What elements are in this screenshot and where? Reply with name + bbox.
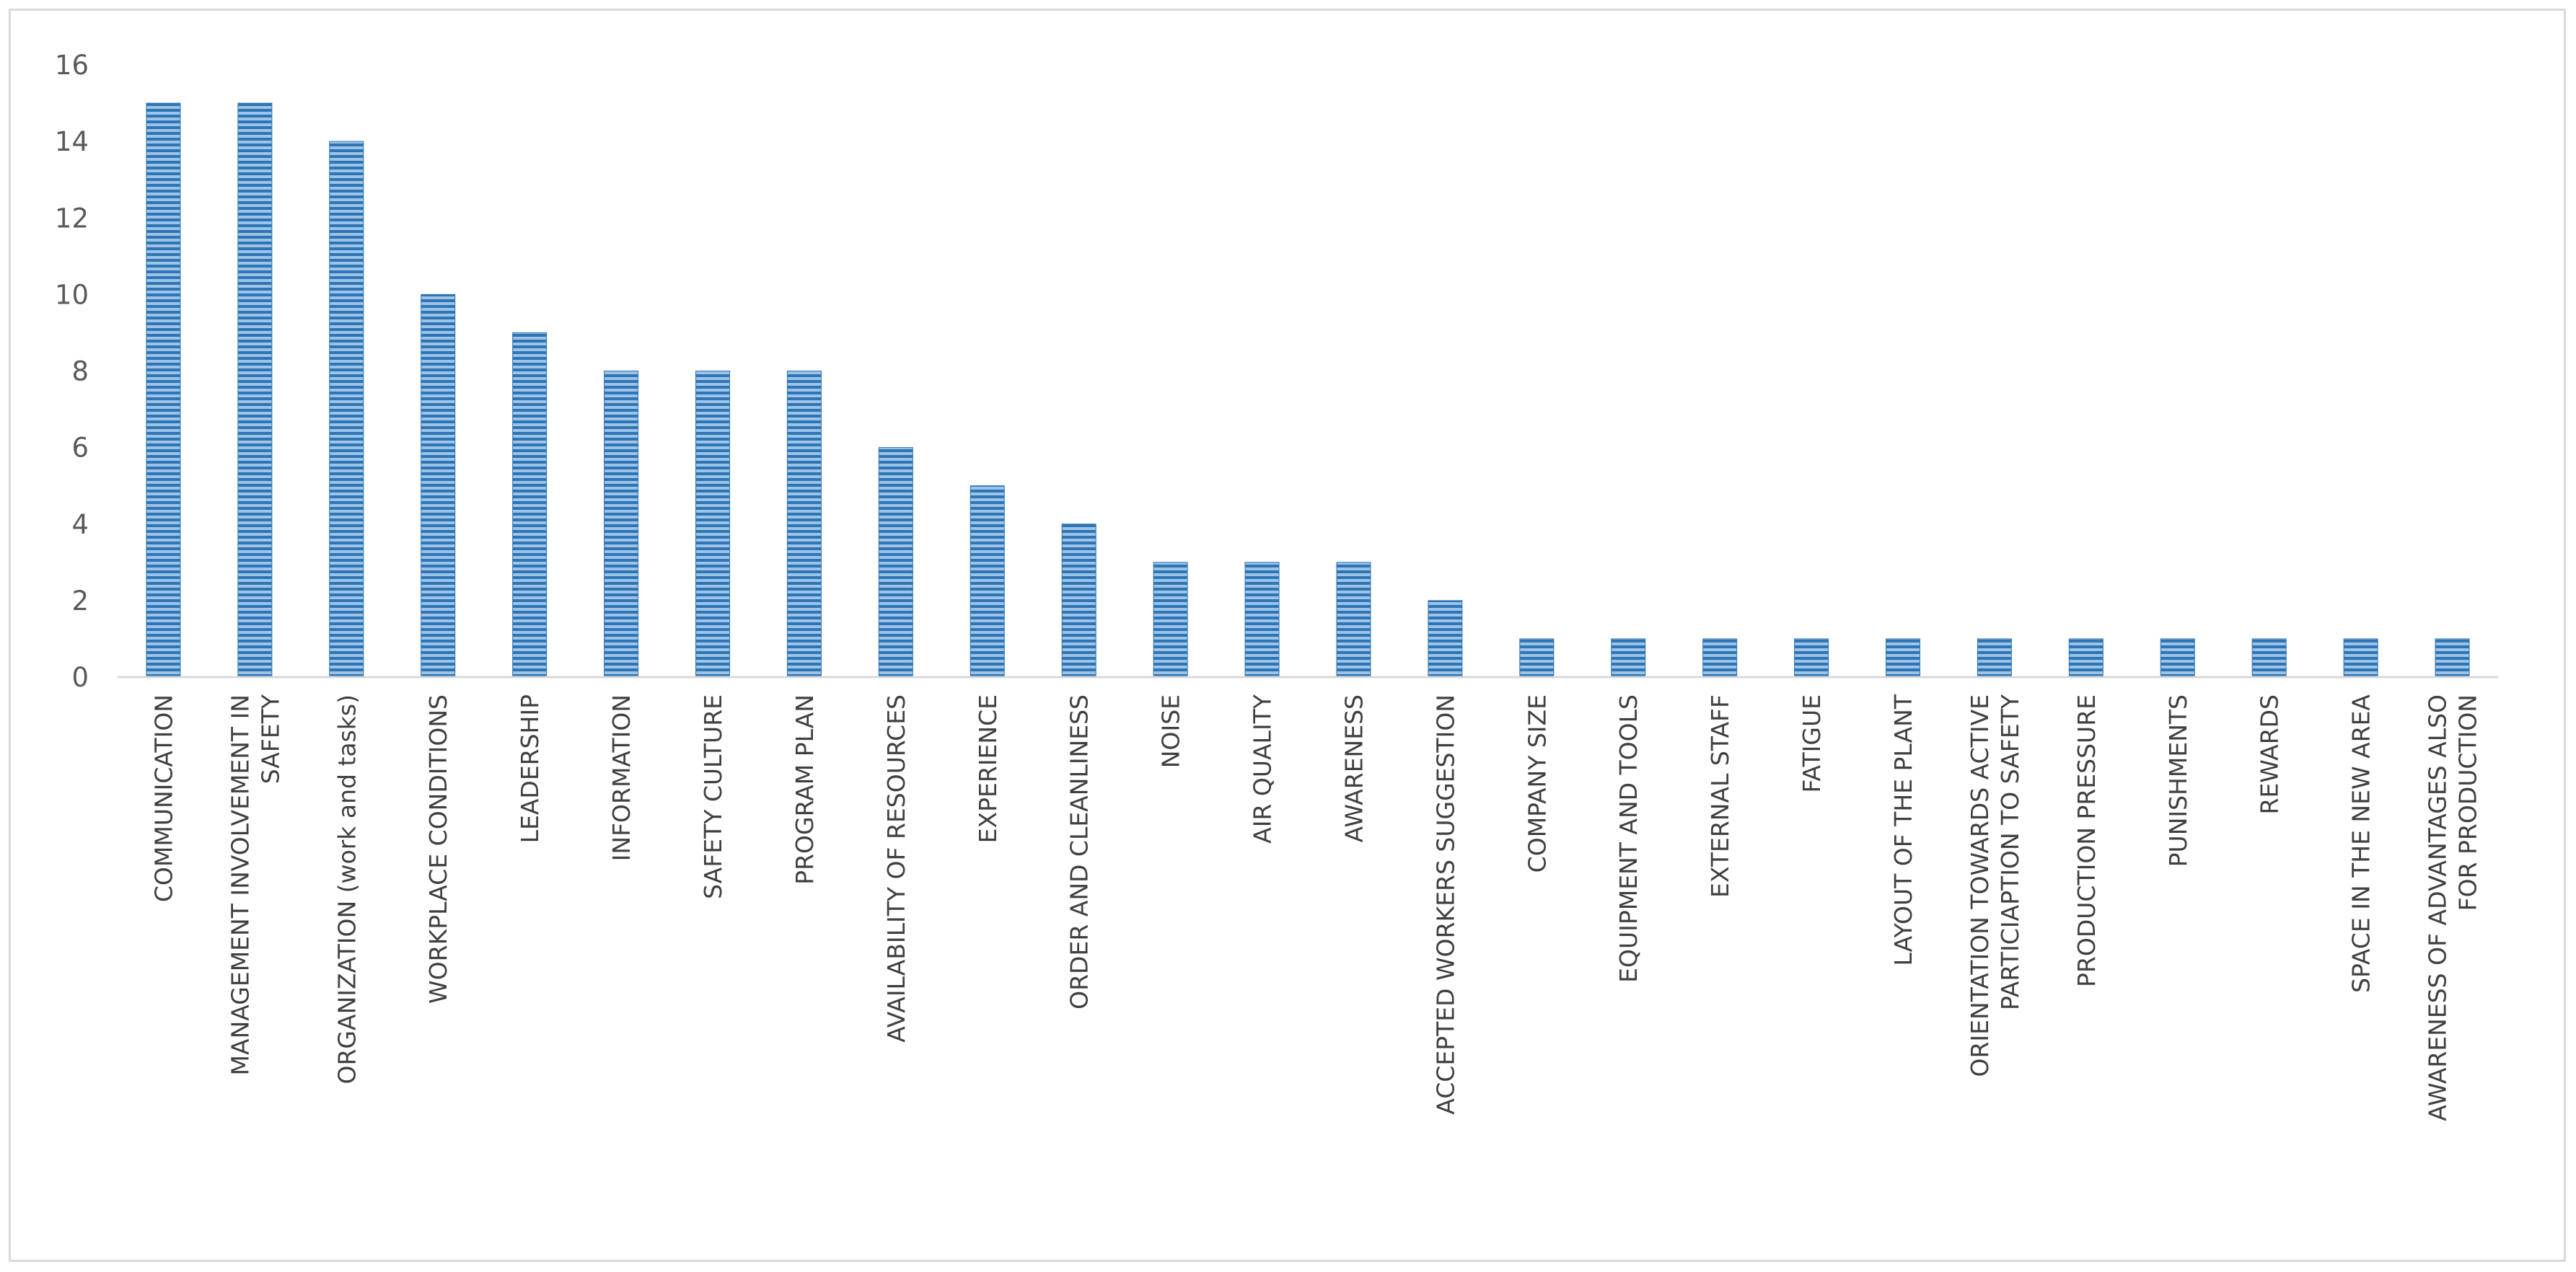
bar xyxy=(2068,638,2104,678)
bar xyxy=(237,102,273,678)
y-tick-label: 8 xyxy=(71,356,89,387)
x-tick-label: COMPANY SIZE xyxy=(1523,694,1551,873)
x-tick-label: EXTERNAL STAFF xyxy=(1706,694,1734,898)
bar xyxy=(146,102,181,678)
bar xyxy=(1977,638,2012,678)
x-tick-label: AVAILABILITY OF RESOURCES xyxy=(882,694,910,1043)
x-tick-label: ORIENTATION TOWARDS ACTIVEPARTICIAPTION … xyxy=(1966,694,2024,1077)
x-tick-label: WORKPLACE CONDITIONS xyxy=(424,694,452,1004)
x-tick-label: AIR QUALITY xyxy=(1249,694,1277,844)
bar xyxy=(2251,638,2287,678)
x-tick-label: PROGRAM PLAN xyxy=(791,694,819,885)
bar xyxy=(1794,638,1829,678)
bar xyxy=(1611,638,1646,678)
bar xyxy=(1244,562,1280,678)
y-axis-ticks: 0 2 4 6 8 10 12 14 16 xyxy=(55,50,89,693)
bar xyxy=(2160,638,2195,678)
x-tick-label: INFORMATION xyxy=(607,694,636,861)
y-tick-label: 2 xyxy=(71,586,89,617)
bar xyxy=(1153,562,1188,678)
bar xyxy=(786,371,822,678)
x-tick-label: AWARENESS xyxy=(1340,694,1368,842)
x-tick-label: FATIGUE xyxy=(1798,694,1826,792)
x-tick-label: EQUIPMENT AND TOOLS xyxy=(1614,694,1643,983)
x-tick-label: AWARENESS OF ADVANTAGES ALSOFOR PRODUCTI… xyxy=(2424,694,2482,1121)
bar xyxy=(1428,600,1463,678)
bar xyxy=(1061,524,1096,678)
y-tick-label: 6 xyxy=(71,433,89,464)
x-tick-label: LEADERSHIP xyxy=(516,694,544,843)
bar xyxy=(1886,638,1920,678)
bar xyxy=(2343,638,2378,678)
y-tick-label: 4 xyxy=(71,509,89,540)
y-tick-label: 10 xyxy=(55,279,89,310)
x-tick-label: REWARDS xyxy=(2256,694,2284,814)
bar xyxy=(604,371,639,678)
x-tick-label: ORGANIZATION (work and tasks) xyxy=(333,694,361,1084)
bar xyxy=(512,332,548,678)
bars xyxy=(146,102,2470,678)
x-tick-label: NOISE xyxy=(1157,694,1185,768)
bar xyxy=(878,447,913,678)
bar xyxy=(329,141,364,678)
category-labels: COMMUNICATION MANAGEMENT INVOLVEMENT INSA… xyxy=(149,694,2482,1121)
x-tick-label: EXPERIENCE xyxy=(974,694,1002,843)
bar xyxy=(695,371,730,678)
x-tick-label: SAFETY CULTURE xyxy=(699,694,727,899)
x-tick-label: PUNISHMENTS xyxy=(2164,694,2192,867)
x-tick-label: ORDER AND CLEANLINESS xyxy=(1065,694,1094,1010)
y-tick-label: 12 xyxy=(55,203,89,234)
x-tick-label: SPACE IN THE NEW AREA xyxy=(2347,694,2375,993)
bar xyxy=(1519,638,1555,678)
chart-frame: 0 2 4 6 8 10 12 14 16 COMMUNICATION MANAGEMENT IN… xyxy=(9,9,2566,1262)
y-tick-label: 14 xyxy=(55,126,89,157)
bar xyxy=(1336,562,1371,678)
y-tick-label: 0 xyxy=(71,662,89,693)
x-tick-label: ACCEPTED WORKERS SUGGESTION xyxy=(1431,694,1459,1115)
bar xyxy=(1702,638,1738,678)
bar xyxy=(421,293,456,678)
bar xyxy=(2435,638,2470,678)
x-tick-label: PRODUCTION PRESSURE xyxy=(2072,694,2101,987)
bar xyxy=(970,485,1005,678)
x-tick-label: COMMUNICATION xyxy=(149,694,177,902)
bar-chart: 0 2 4 6 8 10 12 14 16 COMMUNICATION MANAGEMENT IN… xyxy=(55,50,2498,1121)
x-tick-label: LAYOUT OF THE PLANT xyxy=(1889,694,1917,966)
x-tick-label: MANAGEMENT INVOLVEMENT INSAFETY xyxy=(226,694,284,1075)
y-tick-label: 16 xyxy=(55,50,89,81)
